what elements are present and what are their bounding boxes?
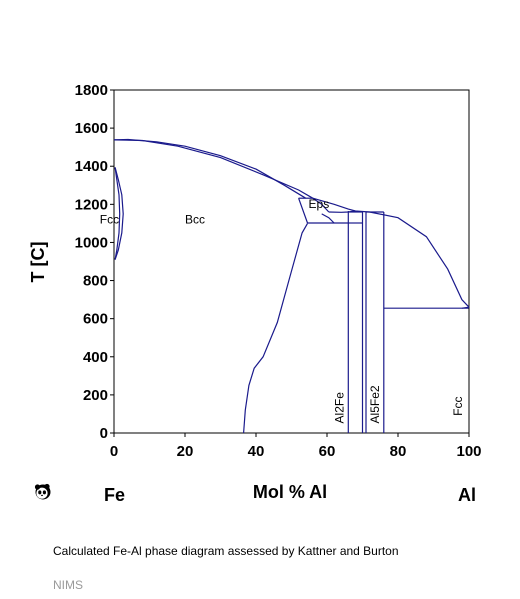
phase-boundary: [321, 213, 335, 224]
y-axis-title: T [C]: [28, 242, 48, 283]
phase-label-bcc: Bcc: [185, 212, 205, 226]
y-tick-label: 1000: [75, 234, 108, 251]
y-tick-label: 0: [100, 425, 108, 442]
y-tick-label: 1400: [75, 158, 108, 175]
x-tick-label: 80: [390, 443, 407, 460]
left-element-label: Fe: [104, 485, 125, 505]
phase-boundary: [113, 138, 307, 199]
x-axis-title: Mol % Al: [253, 482, 327, 502]
plot-frame: [113, 89, 470, 434]
phase-boundary: [114, 167, 121, 260]
x-tick-label: 20: [177, 443, 194, 460]
phase-boundary: [312, 197, 330, 213]
source-credit: NIMS: [53, 578, 83, 592]
x-tick-label: 0: [110, 443, 118, 460]
phase-boundaries: [113, 138, 470, 434]
y-tick-label: 400: [83, 349, 108, 366]
axis-ticks: 0 200 400 600 800 1000 1200 1400 1600 1800 0 20 40 60…: [75, 82, 482, 460]
y-tick-label: 800: [83, 273, 108, 290]
phase-label-fcc-fe: Fcc: [100, 212, 119, 226]
y-tick-label: 1600: [75, 120, 108, 137]
phase-boundary: [113, 139, 314, 199]
right-element-label: Al: [458, 485, 476, 505]
y-tick-label: 200: [83, 387, 108, 404]
phase-label-al2fe: Al2Fe: [332, 392, 346, 424]
phase-labels: Fcc Bcc Eps Al2Fe Al5Fe2 Fcc: [100, 197, 465, 423]
x-tick-label: 60: [319, 443, 336, 460]
phase-label-al5fe2: Al5Fe2: [368, 385, 382, 423]
y-tick-label: 600: [83, 311, 108, 328]
phase-boundary: [461, 306, 470, 309]
phase-boundary: [243, 223, 309, 434]
y-tick-label: 1800: [75, 82, 108, 99]
x-tick-label: 100: [456, 443, 481, 460]
phase-boundary: [369, 211, 470, 308]
phase-diagram: 0 200 400 600 800 1000 1200 1400 1600 1800 0 20 40 60…: [28, 82, 482, 505]
y-tick-label: 1200: [75, 196, 108, 213]
phase-label-fcc-al: Fcc: [451, 397, 465, 416]
panda-icon: [34, 483, 51, 500]
phase-boundary: [114, 167, 124, 260]
x-tick-label: 40: [248, 443, 265, 460]
figure-caption: Calculated Fe-Al phase diagram assessed …: [53, 544, 399, 558]
phase-boundary: [312, 197, 370, 213]
phase-label-eps: Eps: [309, 197, 330, 211]
phase-boundary: [298, 197, 309, 224]
